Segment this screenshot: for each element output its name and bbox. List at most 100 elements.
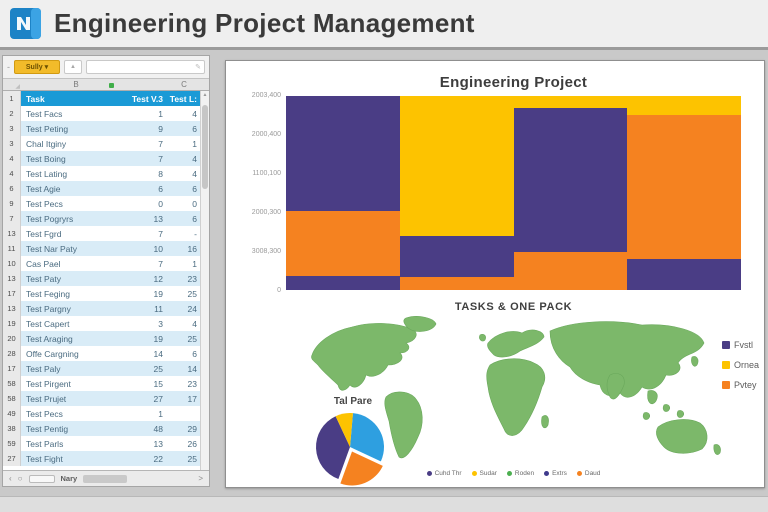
task-cell[interactable]: Test Paly bbox=[26, 363, 61, 374]
value1-cell[interactable]: 7 bbox=[158, 153, 163, 164]
sheet-tab-pill[interactable] bbox=[28, 474, 55, 483]
value2-cell[interactable]: 1 bbox=[192, 258, 197, 269]
name-box[interactable]: Sully ▾ bbox=[14, 60, 60, 74]
row-number[interactable]: 2 bbox=[3, 106, 21, 121]
value1-cell[interactable]: 12 bbox=[153, 273, 163, 284]
value1-cell[interactable]: 19 bbox=[153, 333, 163, 344]
value2-cell[interactable] bbox=[167, 406, 201, 421]
value2-cell[interactable]: 25 bbox=[187, 453, 197, 464]
row-number[interactable]: 10 bbox=[3, 256, 21, 271]
row-number[interactable]: 4 bbox=[3, 151, 21, 166]
back-icon[interactable]: ‹ bbox=[9, 474, 12, 483]
formula-bar[interactable]: ✎ bbox=[86, 60, 205, 74]
task-cell[interactable]: Offe Cargning bbox=[26, 348, 79, 359]
value1-cell[interactable]: 25 bbox=[153, 363, 163, 374]
value2-cell[interactable]: 6 bbox=[192, 183, 197, 194]
value2-cell[interactable]: 14 bbox=[187, 363, 197, 374]
table-row[interactable]: 49 Test Pecs 1 bbox=[3, 406, 209, 421]
value1-cell[interactable]: 9 bbox=[158, 123, 163, 134]
value2-cell[interactable]: 23 bbox=[187, 273, 197, 284]
task-cell[interactable]: Test Lating bbox=[26, 168, 68, 179]
table-row[interactable]: 3 Test Peting 9 6 bbox=[3, 121, 209, 136]
column-header-c[interactable]: C bbox=[181, 80, 187, 89]
value1-cell[interactable]: 27 bbox=[153, 393, 163, 404]
header-v1[interactable]: Test V.3 bbox=[131, 93, 163, 104]
value1-cell[interactable]: 1 bbox=[158, 108, 163, 119]
scroll-up-icon[interactable]: ▲ bbox=[202, 92, 208, 98]
header-task[interactable]: Task bbox=[26, 93, 45, 104]
value1-cell[interactable]: 6 bbox=[158, 183, 163, 194]
value2-cell[interactable]: 1 bbox=[192, 138, 197, 149]
table-row[interactable]: 10 Cas Pael 7 1 bbox=[3, 256, 209, 271]
task-cell[interactable]: Test Pirgent bbox=[26, 378, 71, 389]
value2-cell[interactable]: 0 bbox=[192, 198, 197, 209]
table-row[interactable]: 4 Test Lating 8 4 bbox=[3, 166, 209, 181]
table-row[interactable]: 9 Test Pecs 0 0 bbox=[3, 196, 209, 211]
value1-cell[interactable]: 8 bbox=[158, 168, 163, 179]
value1-cell[interactable]: 7 bbox=[158, 138, 163, 149]
table-row[interactable]: 27 Test Fight 22 25 bbox=[3, 451, 209, 466]
task-cell[interactable]: Test Peting bbox=[26, 123, 69, 134]
value2-cell[interactable]: 24 bbox=[187, 303, 197, 314]
table-header-row[interactable]: 1 Task Test V.3 Test L: bbox=[3, 91, 209, 106]
row-number[interactable]: 20 bbox=[3, 331, 21, 346]
task-cell[interactable]: Chal Itginy bbox=[26, 138, 67, 149]
task-cell[interactable]: Test Paty bbox=[26, 273, 61, 284]
row-number[interactable]: 28 bbox=[3, 346, 21, 361]
task-cell[interactable]: Test Facs bbox=[26, 108, 63, 119]
refresh-icon[interactable]: ○ bbox=[17, 474, 23, 483]
value1-cell[interactable]: 1 bbox=[158, 408, 163, 419]
task-cell[interactable]: Test Parls bbox=[26, 438, 64, 449]
task-cell[interactable]: Test Fight bbox=[26, 453, 63, 464]
value2-cell[interactable]: 25 bbox=[187, 333, 197, 344]
vertical-scrollbar-thumb[interactable] bbox=[202, 105, 208, 189]
row-number[interactable]: 13 bbox=[3, 271, 21, 286]
value1-cell[interactable]: 19 bbox=[153, 288, 163, 299]
value1-cell[interactable]: 7 bbox=[158, 258, 163, 269]
row-number[interactable]: 3 bbox=[3, 136, 21, 151]
row-number[interactable]: 7 bbox=[3, 211, 21, 226]
fx-button[interactable]: ▲ bbox=[64, 60, 82, 74]
task-cell[interactable]: Test Feging bbox=[26, 288, 70, 299]
row-number[interactable]: 13 bbox=[3, 301, 21, 316]
value1-cell[interactable]: 13 bbox=[153, 213, 163, 224]
task-cell[interactable]: Test Fgrd bbox=[26, 228, 62, 239]
row-number[interactable]: 6 bbox=[3, 181, 21, 196]
value1-cell[interactable]: 10 bbox=[153, 243, 163, 254]
table-row[interactable]: 38 Test Pentig 48 29 bbox=[3, 421, 209, 436]
task-cell[interactable]: Test Araging bbox=[26, 333, 73, 344]
value1-cell[interactable]: 11 bbox=[154, 303, 163, 314]
task-cell[interactable]: Test Pecs bbox=[26, 198, 63, 209]
value1-cell[interactable]: 13 bbox=[153, 438, 163, 449]
task-cell[interactable]: Test Pentig bbox=[26, 423, 69, 434]
task-cell[interactable]: Test Prujet bbox=[26, 393, 67, 404]
value2-cell[interactable]: 23 bbox=[187, 378, 197, 389]
row-number[interactable]: 1 bbox=[3, 91, 21, 106]
table-row[interactable]: 13 Test Pargny 11 24 bbox=[3, 301, 209, 316]
row-number[interactable]: 38 bbox=[3, 421, 21, 436]
table-row[interactable]: 2 Test Facs 1 4 bbox=[3, 106, 209, 121]
value2-cell[interactable]: 25 bbox=[187, 288, 197, 299]
table-row[interactable]: 11 Test Nar Paty 10 16 bbox=[3, 241, 209, 256]
value2-cell[interactable]: - bbox=[194, 228, 197, 239]
column-header-b[interactable]: B bbox=[73, 80, 79, 89]
horizontal-scrollbar-thumb[interactable] bbox=[83, 474, 128, 483]
table-row[interactable]: 59 Test Parls 13 26 bbox=[3, 436, 209, 451]
value2-cell[interactable]: 6 bbox=[192, 348, 197, 359]
task-cell[interactable]: Test Agie bbox=[26, 183, 61, 194]
table-row[interactable]: 17 Test Feging 19 25 bbox=[3, 286, 209, 301]
value1-cell[interactable]: 14 bbox=[153, 348, 163, 359]
row-number[interactable]: 9 bbox=[3, 196, 21, 211]
next-icon[interactable]: > bbox=[198, 474, 203, 483]
value2-cell[interactable]: 4 bbox=[192, 168, 197, 179]
row-number[interactable]: 3 bbox=[3, 121, 21, 136]
value2-cell[interactable]: 4 bbox=[192, 318, 197, 329]
row-number[interactable]: 19 bbox=[3, 316, 21, 331]
value2-cell[interactable]: 17 bbox=[187, 393, 197, 404]
value1-cell[interactable]: 3 bbox=[158, 318, 163, 329]
table-row[interactable]: 28 Offe Cargning 14 6 bbox=[3, 346, 209, 361]
vertical-scrollbar[interactable]: ▲ bbox=[200, 91, 209, 470]
table-row[interactable]: 58 Test Pirgent 15 23 bbox=[3, 376, 209, 391]
table-row[interactable]: 3 Chal Itginy 7 1 bbox=[3, 136, 209, 151]
table-row[interactable]: 20 Test Araging 19 25 bbox=[3, 331, 209, 346]
